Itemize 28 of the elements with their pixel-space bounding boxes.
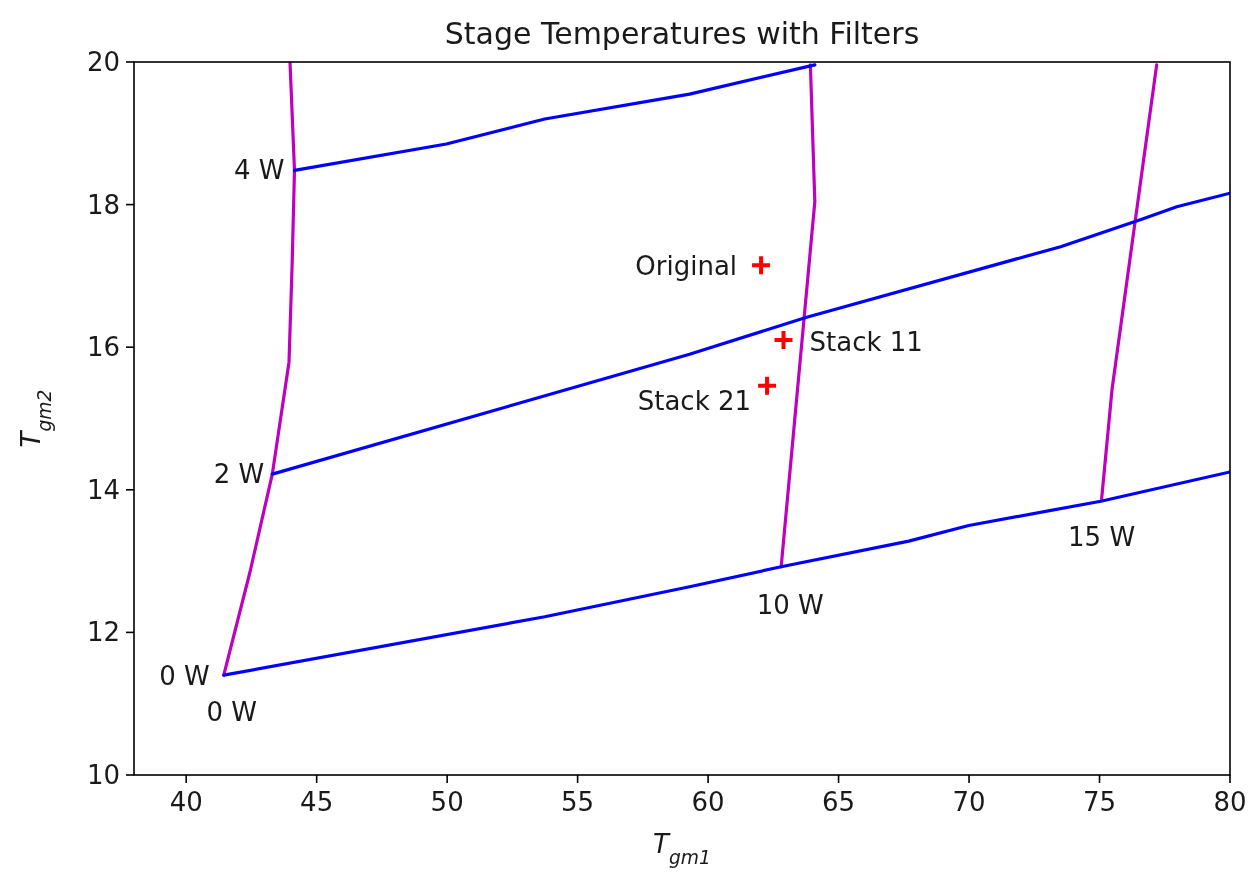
- x-tick-label: 75: [1082, 787, 1117, 817]
- annotation: Stack 11: [809, 327, 923, 358]
- y-tick-label: 14: [86, 474, 120, 505]
- annotation: Stack 21: [637, 385, 752, 416]
- annotation: 0 W: [206, 697, 258, 728]
- x-tick-label: 55: [561, 787, 595, 817]
- chart-title: Stage Temperatures with Filters: [444, 16, 920, 51]
- y-tick-label: 12: [86, 617, 120, 648]
- line-series: [292, 63, 817, 172]
- x-tick-label: 60: [691, 787, 725, 817]
- line-series: [270, 191, 1230, 476]
- annotation: 15 W: [1068, 522, 1136, 553]
- x-tick-label: 45: [300, 787, 334, 817]
- y-tick-label: 16: [86, 332, 120, 363]
- x-tick-label: 40: [169, 787, 203, 817]
- annotation: Original: [635, 251, 738, 282]
- annotation: 0 W: [159, 661, 210, 692]
- annotation: 10 W: [756, 589, 824, 620]
- x-tick-label: 65: [822, 787, 856, 817]
- x-tick-label: 80: [1213, 787, 1247, 817]
- y-tick-label: 20: [86, 47, 120, 77]
- x-axis-title: T$_{gm1}$: [653, 829, 711, 868]
- x-tick-label: 50: [430, 787, 464, 817]
- annotation: 2 W: [213, 459, 265, 490]
- y-tick-label: 10: [86, 760, 120, 790]
- annotation: 4 W: [233, 155, 285, 186]
- y-tick-label: 18: [86, 189, 120, 220]
- x-tick-label: 70: [952, 787, 986, 817]
